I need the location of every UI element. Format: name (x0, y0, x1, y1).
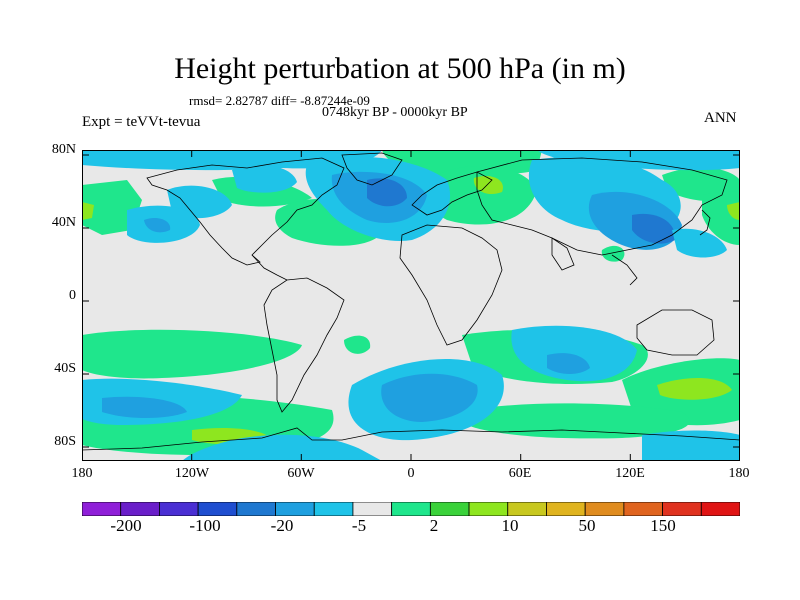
coast-australia (636, 309, 715, 356)
season-label: ANN (704, 110, 737, 126)
colorbar-cell (700, 502, 740, 516)
positive-field-pacific-nw-core (82, 202, 94, 220)
coast-southeast-asia (611, 254, 638, 286)
coast-asia (476, 157, 728, 256)
colorbar-cell (662, 502, 702, 516)
colorbar-cell (468, 502, 509, 516)
negative-field-southern-ocean-center-mid (381, 373, 478, 422)
colorbar-cell (546, 502, 586, 516)
coast-central-america (251, 254, 288, 281)
coast-europe (411, 171, 493, 216)
coast-greenland (341, 152, 403, 186)
positive-field-australia-south-core (657, 378, 732, 400)
coast-india (551, 237, 575, 271)
colorbar-cell (391, 502, 431, 516)
plot-title: Height perturbation at 500 hPa (in m) (174, 52, 626, 85)
colorbar-label-neg100: -100 (189, 516, 221, 535)
colorbar-cell (352, 502, 393, 516)
positive-field-china (601, 245, 625, 262)
colorbar-cell (584, 502, 625, 516)
colorbar-label-50: 50 (578, 516, 596, 535)
coast-japan (699, 209, 711, 236)
colorbar-label-neg200: -200 (110, 516, 142, 535)
colorbar-cell (236, 502, 276, 516)
lon-label-120e: 120E (615, 466, 645, 481)
positive-field-nw-pacific-core (727, 202, 740, 220)
coast-south-america (263, 277, 345, 413)
lon-label-180e: 180 (728, 466, 750, 481)
positive-field-south-atlantic (344, 335, 371, 354)
colorbar-cell (120, 502, 160, 516)
negative-field-east-asia-core (632, 213, 676, 244)
negative-anomaly-fields (82, 150, 740, 461)
negative-field-canada (232, 164, 297, 193)
negative-field-antarctic (182, 434, 382, 461)
colorbar-cell (313, 502, 354, 516)
negative-field-arctic-east (537, 150, 740, 171)
colorbar-cell (429, 502, 470, 516)
colorbar-label-neg5: -5 (351, 516, 367, 535)
colorbar-cell (159, 502, 199, 516)
colorbar-cell (82, 502, 122, 516)
colorbar-cell (623, 502, 663, 516)
lon-label-60w: 60W (287, 466, 315, 481)
lon-label-120w: 120W (174, 466, 210, 481)
coast-north-america (146, 157, 345, 266)
coast-africa (399, 224, 503, 346)
lat-label-40s: 40S (54, 361, 76, 376)
negative-field-north-atlantic-core (367, 178, 407, 207)
colorbar-label-2: 2 (429, 516, 439, 535)
map-ticks (82, 150, 740, 461)
contour-map (82, 150, 740, 461)
positive-field-europe-russia-core (473, 175, 503, 195)
positive-field-southern-ocean-east (467, 403, 690, 439)
lat-label-40n: 40N (51, 215, 76, 230)
colorbar-label-10: 10 (501, 516, 519, 535)
colorbar-cell (507, 502, 547, 516)
colorbar-cell (275, 502, 315, 516)
lat-label-80s: 80S (54, 434, 76, 449)
experiment-label: Expt = teVVt-tevua (82, 114, 201, 130)
coastlines (82, 152, 740, 451)
negative-field-south-pacific-core (102, 396, 187, 418)
negative-field-pacific-core (144, 218, 171, 233)
colorbar (82, 502, 740, 516)
negative-field-indian-ocean (511, 325, 637, 382)
lat-label-eq: 0 (69, 288, 76, 303)
lat-label-80n: 80N (51, 142, 76, 157)
period-text: 0748kyr BP - 0000kyr BP (322, 105, 468, 120)
colorbar-label-neg20: -20 (270, 516, 294, 535)
lon-label-60e: 60E (508, 466, 532, 481)
positive-field-south-pacific (82, 329, 302, 379)
coast-antarctica (82, 427, 740, 451)
lon-label-0: 0 (407, 466, 415, 481)
negative-field-indian-ocean-core (547, 353, 590, 374)
negative-field-nw-pacific (672, 228, 727, 258)
positive-field-europe-russia (425, 166, 537, 225)
lon-label-180w: 180 (71, 466, 93, 481)
colorbar-cell (197, 502, 238, 516)
colorbar-label-150: 150 (650, 516, 676, 535)
stats-text: rmsd= 2.82787 diff= -8.87244e-09 (189, 93, 370, 108)
